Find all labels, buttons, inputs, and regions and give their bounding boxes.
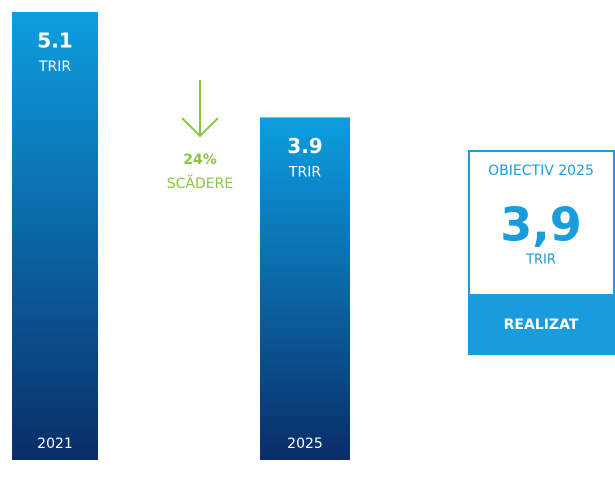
category-label: 2021 [37,436,73,452]
target-value: 3,9 [500,198,582,252]
target-unit: TRIR [525,253,556,268]
target-box [468,150,615,296]
unit-label: TRIR [288,164,321,180]
change-arrow [181,80,219,138]
change-text: SCĂDERE [167,174,233,192]
change-value: 24% [183,152,217,168]
bar [260,117,350,460]
unit-label: TRIR [38,59,71,75]
bar [12,12,98,460]
value-label: 5.1 [37,29,72,53]
category-label: 2025 [287,436,323,452]
target-title: OBIECTIV 2025 [488,163,594,179]
value-label: 3.9 [287,134,322,158]
target-status-box [468,295,615,355]
target-status: REALIZAT [504,317,579,333]
